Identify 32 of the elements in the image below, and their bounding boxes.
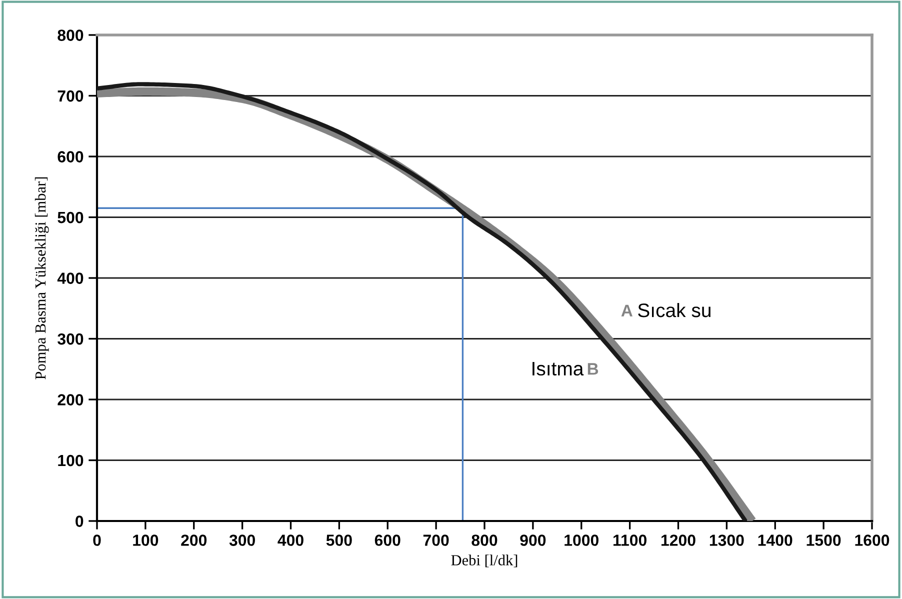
x-tick-label: 1200	[661, 534, 696, 546]
x-tick-label: 500	[326, 534, 352, 546]
x-tick-label: 1000	[564, 534, 598, 546]
x-tick-label: 1100	[613, 534, 646, 546]
x-tick-label: 400	[278, 534, 304, 546]
y-tick-label: 800	[58, 30, 84, 41]
annotation: Isıtma	[532, 362, 584, 376]
x-tick-label: 1300	[710, 534, 744, 546]
x-tick-label: 300	[229, 534, 255, 546]
x-tick-label: 1600	[855, 534, 890, 546]
x-tick-label: 0	[93, 534, 101, 546]
y-tick-label: 400	[57, 272, 84, 284]
y-tick-label: 500	[58, 212, 84, 224]
x-tick-label: 700	[423, 534, 449, 546]
y-tick-label: 300	[58, 333, 84, 345]
x-tick-label: 1500	[806, 534, 841, 546]
y-tick-label: 0	[76, 516, 84, 527]
x-tick-label: 800	[472, 534, 498, 546]
x-tick-label: 900	[520, 534, 546, 546]
y-tick-label: 100	[58, 454, 84, 466]
annotation: B	[588, 363, 598, 375]
y-axis-title: Pompa Basma Yüksekliği [mbar]	[34, 177, 49, 380]
annotation: Sıcak su	[638, 302, 710, 318]
x-tick-label: 1400	[758, 534, 792, 546]
y-tick-label: 700	[58, 90, 84, 102]
annotation: A	[621, 304, 632, 316]
y-tick-label: 600	[58, 151, 84, 162]
x-tick-label: 100	[133, 534, 158, 546]
x-tick-label: 600	[374, 534, 400, 546]
x-axis-title: Debi [l/dk]	[451, 554, 518, 568]
y-tick-label: 200	[58, 394, 84, 406]
x-tick-label: 200	[181, 534, 207, 546]
